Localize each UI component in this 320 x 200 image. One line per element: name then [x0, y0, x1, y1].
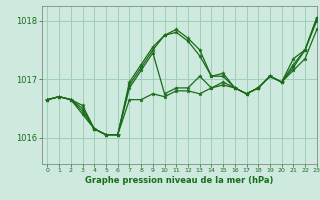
- X-axis label: Graphe pression niveau de la mer (hPa): Graphe pression niveau de la mer (hPa): [85, 176, 273, 185]
